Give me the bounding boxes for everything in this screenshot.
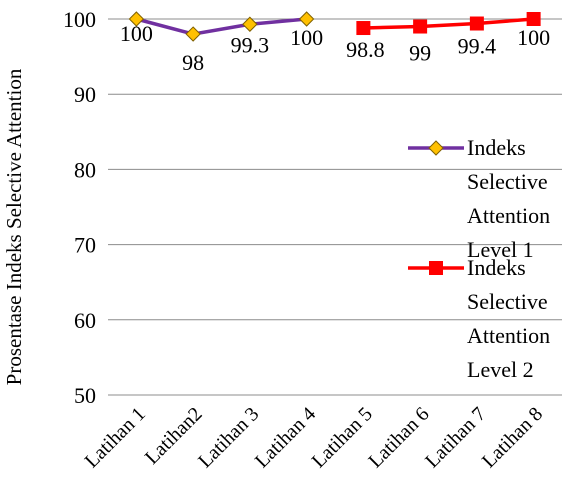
series-2-point-8 [526,12,541,26]
y-axis-ticks: 50 60 70 80 90 100 [63,7,96,408]
data-label-7: 99.4 [458,34,497,59]
legend-marker-1 [428,140,444,156]
y-tick-label-80: 80 [74,157,96,182]
y-axis-title: Prosentase Indeks Selective Attention [2,68,26,385]
y-tick-label-70: 70 [74,233,96,258]
series-1: 100 98 99.3 100 [120,11,323,75]
y-tick-label-90: 90 [74,82,96,107]
legend-text-1-line-1: Indeks [467,135,526,160]
data-label-1: 100 [120,21,153,46]
data-label-3: 99.3 [231,32,270,57]
data-label-8: 100 [517,25,550,50]
series-2-point-5 [356,21,371,36]
gridlines [108,18,562,396]
x-tick-label-8: Latihan 8 [478,403,547,472]
y-tick-label-50: 50 [74,383,96,408]
series-1-point-1 [128,11,145,27]
x-tick-label-6: Latihan 6 [364,403,433,472]
y-tick-label-60: 60 [74,308,96,333]
data-label-4: 100 [290,25,323,50]
series-2-line [363,17,534,30]
series-2-point-7 [469,16,484,31]
x-tick-label-5: Latihan 5 [308,403,377,472]
series-2: 98.8 99 99.4 100 [346,12,550,66]
legend-text-2-line-1: Indeks [467,255,526,280]
data-label-5: 98.8 [346,37,385,62]
x-tick-label-3: Latihan 3 [194,403,263,472]
legend-text-1-line-4: Level 1 [467,237,534,262]
data-label-2: 98 [182,50,204,75]
series-1-point-3 [242,16,258,32]
legend-text-2-line-3: Attention [467,323,550,348]
series-1-point-4 [298,11,315,27]
series-group: 100 98 99.3 100 98.8 99 99.4 100 [120,11,550,75]
data-label-6: 99 [409,41,431,66]
x-tick-label-7: Latihan 7 [421,403,490,472]
series-2-point-6 [413,19,428,34]
y-tick-label-100: 100 [63,7,96,32]
legend-marker-2 [429,261,443,275]
legend-text-2-line-4: Level 2 [467,357,534,382]
series-1-point-2 [185,26,201,42]
legend-text-1-line-2: Selective [467,169,548,194]
legend-entry-1: Indeks Selective Attention Level 1 [408,135,550,262]
x-tick-label-1: Latihan 1 [81,403,150,472]
legend-entry-2: Indeks Selective Attention Level 2 [408,255,550,382]
legend-text-2-line-2: Selective [467,289,548,314]
x-tick-label-4: Latihan 4 [251,403,320,472]
series-1-line [135,17,307,36]
legend-text-1-line-3: Attention [467,203,550,228]
